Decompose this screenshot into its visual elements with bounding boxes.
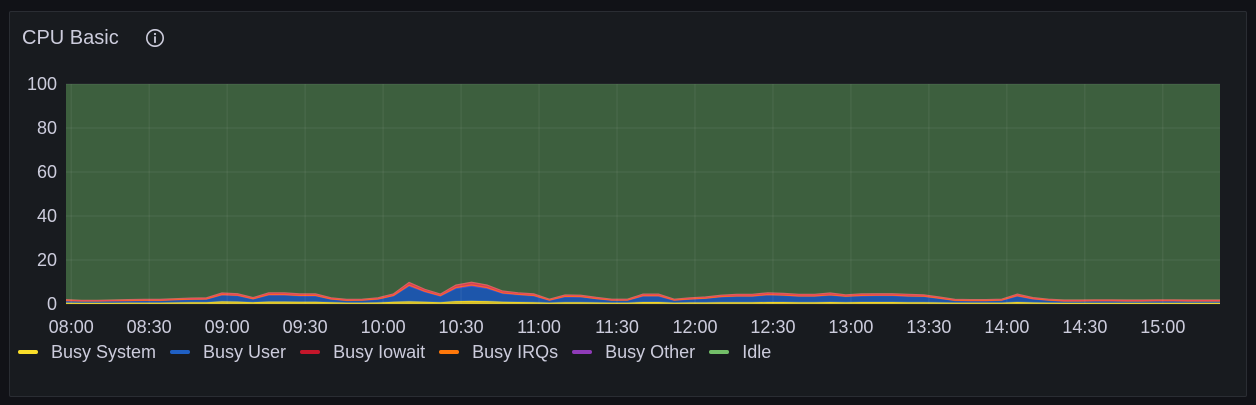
- series-area-idle: [66, 84, 1220, 301]
- legend-swatch: [18, 350, 38, 354]
- x-tick-label: 08:30: [127, 317, 172, 337]
- x-tick-label: 08:00: [49, 317, 94, 337]
- legend-swatch: [439, 350, 460, 354]
- x-tick-label: 15:00: [1140, 317, 1185, 337]
- y-tick-label: 60: [37, 162, 57, 182]
- legend-swatch: [170, 350, 191, 354]
- panel-title: CPU Basic: [22, 26, 119, 49]
- cpu-basic-panel: CPU Basic: [9, 11, 1247, 397]
- legend-swatch: [572, 350, 593, 354]
- info-circle-icon[interactable]: [145, 28, 165, 48]
- series-line-busy-other: [65, 281, 1220, 301]
- legend-item-busy-other[interactable]: Busy Other: [572, 342, 695, 363]
- legend-label: Busy Other: [605, 341, 696, 362]
- y-tick-label: 80: [37, 118, 57, 138]
- legend-item-busy-user[interactable]: Busy User: [170, 342, 286, 363]
- x-tick-label: 14:30: [1062, 317, 1107, 337]
- legend-label: Busy Iowait: [333, 341, 426, 362]
- chart-legend: Busy System Busy User Busy Iowait Busy IRQs…: [18, 340, 785, 364]
- series-area-busy-user: [66, 286, 1220, 303]
- legend-label: Busy System: [51, 341, 157, 362]
- x-tick-label: 11:00: [517, 317, 561, 337]
- y-tick-label: 0: [47, 294, 57, 314]
- x-tick-label: 10:30: [439, 317, 484, 337]
- x-tick-label: 09:30: [283, 317, 328, 337]
- x-tick-label: 11:30: [595, 317, 639, 337]
- legend-item-idle[interactable]: Idle: [709, 342, 771, 363]
- x-tick-label: 13:00: [828, 317, 873, 337]
- x-tick-label: 12:30: [750, 317, 795, 337]
- legend-item-busy-irqs[interactable]: Busy IRQs: [439, 342, 558, 363]
- legend-label: Idle: [742, 341, 772, 362]
- y-tick-label: 100: [27, 74, 57, 94]
- legend-label: Busy User: [203, 341, 287, 362]
- legend-swatch: [709, 350, 730, 354]
- panel-header: CPU Basic: [22, 24, 165, 52]
- x-tick-label: 09:00: [205, 317, 250, 337]
- y-tick-label: 40: [37, 206, 57, 226]
- x-tick-label: 10:00: [361, 317, 406, 337]
- x-tick-label: 14:00: [984, 317, 1029, 337]
- x-tick-label: 12:00: [672, 317, 717, 337]
- legend-item-busy-iowait[interactable]: Busy Iowait: [300, 342, 425, 363]
- y-tick-label: 20: [37, 250, 57, 270]
- legend-label: Busy IRQs: [472, 341, 559, 362]
- legend-swatch: [300, 350, 321, 354]
- legend-item-busy-system[interactable]: Busy System: [18, 342, 156, 363]
- x-tick-label: 13:30: [906, 317, 951, 337]
